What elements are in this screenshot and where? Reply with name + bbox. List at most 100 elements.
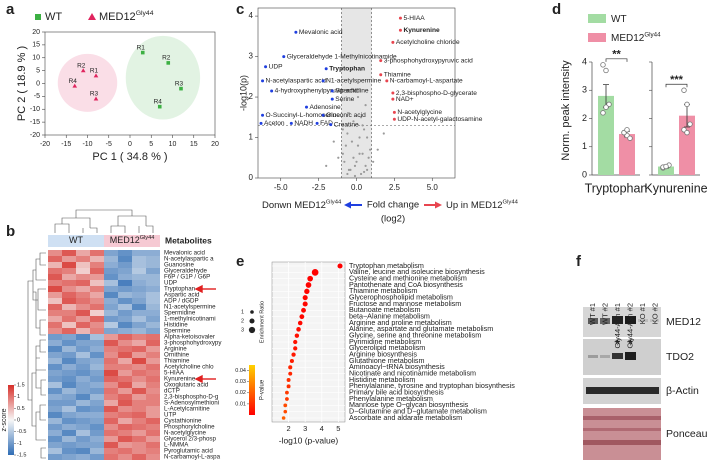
point-label: Gluconic acid <box>326 112 366 119</box>
heatmap-cell <box>76 370 90 376</box>
row-label: Cystathionine <box>164 418 202 425</box>
row-label: D−Glutamine and D−glutamate metabolism <box>349 407 487 416</box>
heatmap-cell <box>76 334 90 340</box>
point <box>364 164 367 167</box>
heatmap-cell <box>118 448 132 454</box>
point <box>366 168 369 172</box>
heatmap-cell <box>104 412 118 418</box>
dot <box>286 378 291 382</box>
heatmap-cell <box>90 394 104 400</box>
heatmap-cell <box>90 430 104 436</box>
point-label: Thiamine <box>384 72 411 79</box>
y-tick-label: 4 <box>582 56 587 66</box>
y-tick-label: 4 <box>249 11 254 20</box>
heatmap-cell <box>104 256 118 262</box>
labeled-point <box>330 97 334 101</box>
row-label: Thiamine <box>164 358 190 365</box>
point-label: Acetylcholine chloride <box>396 39 460 46</box>
heatmap-cell <box>118 334 132 340</box>
heatmap-cell <box>90 400 104 406</box>
heatmap-cell <box>62 442 76 448</box>
heatmap-cell <box>132 268 146 274</box>
heatmap-cell <box>76 268 90 274</box>
heatmap-cell <box>104 436 118 442</box>
point <box>346 172 349 176</box>
row-label: N-acetylaspartic a <box>164 256 214 263</box>
heatmap-cell <box>146 298 160 304</box>
point <box>361 124 364 127</box>
heatmap-cell <box>76 394 90 400</box>
point <box>367 156 370 159</box>
colorbar-tick-label: 0.01 <box>235 401 246 407</box>
panel-label: b <box>6 223 15 240</box>
dot <box>311 268 319 276</box>
heatmap-cell <box>62 286 76 292</box>
heatmap-cell <box>118 286 132 292</box>
point <box>359 172 363 176</box>
heatmap-cell <box>132 262 146 268</box>
heatmap-cell <box>62 298 76 304</box>
row-label: Arginine <box>164 346 187 353</box>
point-label: R4 <box>69 78 78 85</box>
row-label: Kynurenine <box>164 376 196 383</box>
heatmap-cell <box>76 388 90 394</box>
labeled-point <box>391 91 395 95</box>
y-tick-label: 0 <box>582 169 587 179</box>
colorbar-tick-label: 0.5 <box>17 406 25 412</box>
data-point <box>624 127 630 133</box>
heatmap-cell <box>146 316 160 322</box>
point-label: N1-acetylspermine <box>326 78 381 85</box>
point-label: Serine <box>335 96 354 103</box>
point-label: Adenosine <box>309 104 340 111</box>
heatmap-cell <box>146 352 160 358</box>
heatmap-cell <box>76 406 90 412</box>
heatmap-cell <box>118 394 132 400</box>
blot-marker: * <box>615 337 620 351</box>
heatmap-cell <box>104 352 118 358</box>
point-label: UDP <box>269 63 284 70</box>
heatmap-cell <box>118 292 132 298</box>
colorbar-tick-label: 0.04 <box>235 368 246 374</box>
size-legend-label: 2 <box>241 318 244 324</box>
data-point <box>627 135 633 141</box>
legend-label: MED12Gly44 <box>611 31 661 44</box>
heatmap-cell <box>90 406 104 412</box>
heatmap-cell <box>104 292 118 298</box>
data-point <box>681 87 687 93</box>
data-point <box>663 163 669 170</box>
heatmap-cell <box>76 274 90 280</box>
heatmap-cell <box>104 394 118 400</box>
heatmap-cell <box>104 358 118 364</box>
x-tick-label: 20 <box>211 141 219 148</box>
heatmap-cell <box>48 346 62 352</box>
bar <box>619 134 635 175</box>
heatmap-cell <box>90 298 104 304</box>
heatmap-cell <box>62 268 76 274</box>
row-label: Phosphorylcholine <box>164 424 215 431</box>
heatmap-cell <box>90 352 104 358</box>
heatmap-cell <box>76 340 90 346</box>
point <box>140 50 145 55</box>
point-label: 5-HIAA <box>403 15 425 22</box>
up-arrow-head <box>435 201 442 209</box>
heatmap-cell <box>104 418 118 424</box>
dot <box>302 295 308 301</box>
row-label: UDP <box>164 280 177 287</box>
colorbar-label: z-score <box>1 408 8 431</box>
heatmap-cell <box>76 346 90 352</box>
row-label: Aminoacyl−tRNA biosynthesis <box>349 362 445 371</box>
heatmap-cell <box>132 298 146 304</box>
size-legend-title: Enrichment Ratio <box>259 301 265 343</box>
heatmap-cell <box>146 280 160 286</box>
heatmap-cell <box>132 346 146 352</box>
heatmap-cell <box>90 268 104 274</box>
point <box>346 132 349 135</box>
x-tick-label: 5.0 <box>427 183 439 192</box>
group-label-sup: Gly44 <box>140 235 155 241</box>
column-header: Metabolites <box>165 235 212 245</box>
heatmap-cell <box>90 256 104 262</box>
heatmap-cell <box>76 316 90 322</box>
row-label: 3-phosphohydroxypy <box>164 340 222 347</box>
y-axis-label: PC 2 ( 18.9 % ) <box>16 46 28 121</box>
size-legend-label: 3 <box>241 327 244 333</box>
